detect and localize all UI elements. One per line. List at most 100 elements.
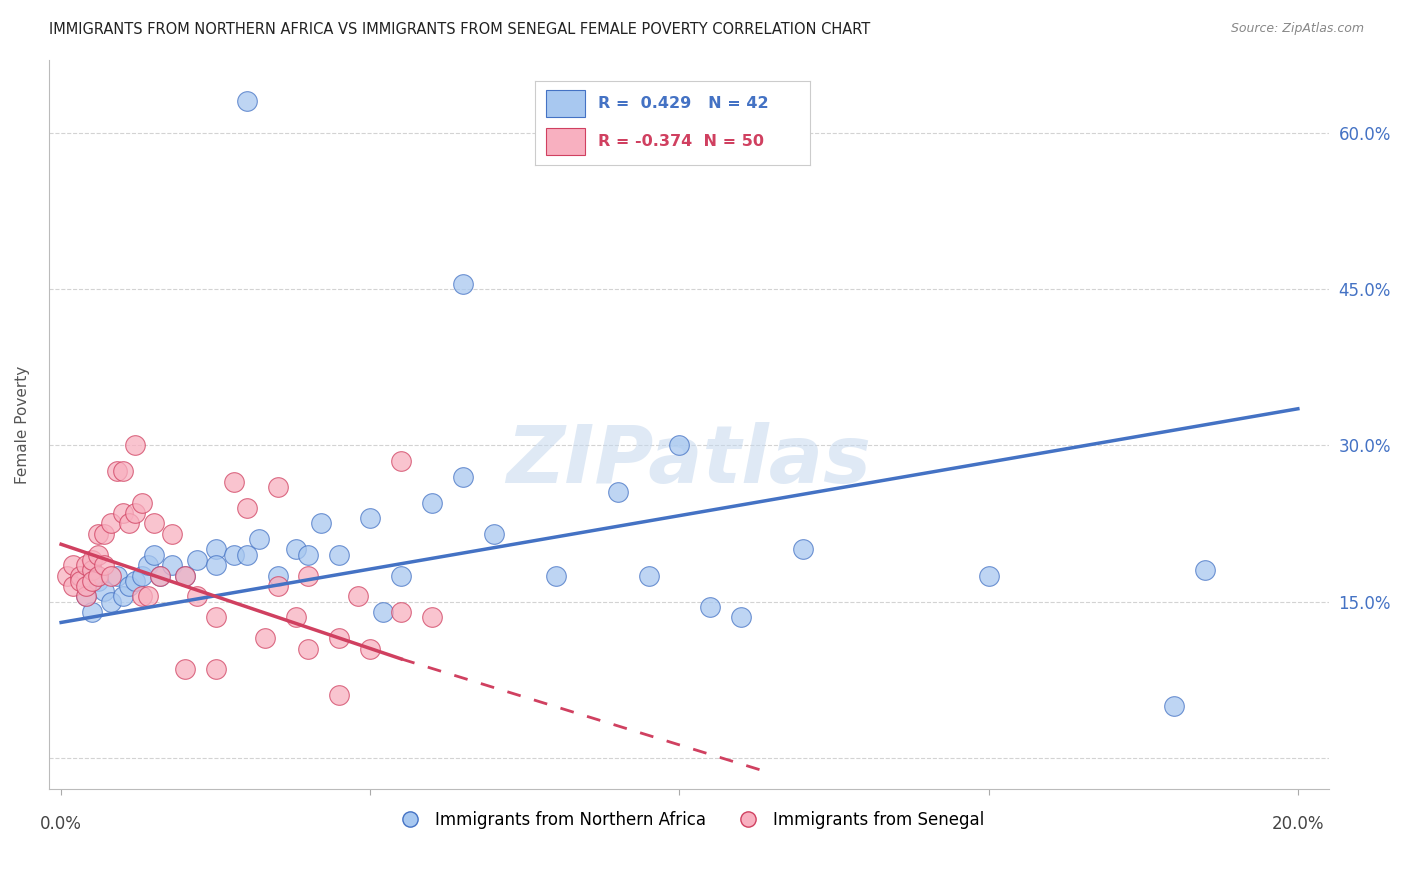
Point — [80, 574, 103, 588]
Point — [328, 631, 350, 645]
Point — [977, 568, 1000, 582]
Point — [204, 610, 226, 624]
Point — [62, 579, 84, 593]
Point — [297, 548, 319, 562]
Point — [637, 568, 659, 582]
Point — [80, 563, 103, 577]
Y-axis label: Female Poverty: Female Poverty — [15, 366, 30, 483]
Point — [142, 516, 165, 531]
Point — [162, 526, 184, 541]
Point — [105, 464, 128, 478]
Point — [420, 495, 443, 509]
Point — [285, 610, 308, 624]
Point — [347, 590, 370, 604]
Point — [297, 568, 319, 582]
Point — [56, 568, 79, 582]
Point — [162, 558, 184, 573]
Point — [80, 605, 103, 619]
Point — [124, 506, 146, 520]
Point — [389, 568, 412, 582]
Point — [124, 438, 146, 452]
Point — [100, 516, 122, 531]
Point — [87, 526, 110, 541]
Point — [75, 590, 97, 604]
Point — [420, 610, 443, 624]
Point — [87, 548, 110, 562]
Text: IMMIGRANTS FROM NORTHERN AFRICA VS IMMIGRANTS FROM SENEGAL FEMALE POVERTY CORREL: IMMIGRANTS FROM NORTHERN AFRICA VS IMMIG… — [49, 22, 870, 37]
Point — [100, 594, 122, 608]
Point — [136, 558, 159, 573]
Point — [186, 553, 208, 567]
Text: Source: ZipAtlas.com: Source: ZipAtlas.com — [1230, 22, 1364, 36]
Point — [87, 568, 110, 582]
Point — [285, 542, 308, 557]
Point — [80, 553, 103, 567]
Point — [75, 579, 97, 593]
Point — [482, 526, 505, 541]
Point — [100, 568, 122, 582]
Point — [451, 469, 474, 483]
Point — [142, 548, 165, 562]
Point — [149, 568, 172, 582]
Point — [1163, 698, 1185, 713]
Point — [606, 485, 628, 500]
Point — [266, 568, 288, 582]
Point — [224, 548, 246, 562]
Point — [111, 506, 134, 520]
Point — [173, 662, 195, 676]
Point — [668, 438, 690, 452]
Point — [309, 516, 332, 531]
Legend: Immigrants from Northern Africa, Immigrants from Senegal: Immigrants from Northern Africa, Immigra… — [387, 805, 991, 836]
Point — [62, 558, 84, 573]
Point — [69, 574, 91, 588]
Point — [254, 631, 277, 645]
Point — [131, 568, 153, 582]
Point — [328, 689, 350, 703]
Point — [149, 568, 172, 582]
Point — [389, 605, 412, 619]
Point — [93, 558, 115, 573]
Point — [131, 590, 153, 604]
Point — [297, 641, 319, 656]
Point — [93, 584, 115, 599]
Point — [173, 568, 195, 582]
Point — [204, 558, 226, 573]
Point — [105, 568, 128, 582]
Text: 20.0%: 20.0% — [1271, 815, 1324, 833]
Point — [266, 579, 288, 593]
Point — [87, 574, 110, 588]
Point — [69, 568, 91, 582]
Point — [247, 532, 270, 546]
Point — [544, 568, 567, 582]
Point — [204, 662, 226, 676]
Point — [359, 511, 381, 525]
Point — [235, 95, 257, 109]
Point — [204, 542, 226, 557]
Point — [730, 610, 752, 624]
Point — [118, 579, 141, 593]
Point — [136, 590, 159, 604]
Point — [111, 590, 134, 604]
Point — [186, 590, 208, 604]
Point — [389, 454, 412, 468]
Point — [451, 277, 474, 291]
Point — [173, 568, 195, 582]
Point — [75, 558, 97, 573]
Point — [80, 568, 103, 582]
Point — [111, 464, 134, 478]
Point — [699, 599, 721, 614]
Point — [118, 516, 141, 531]
Text: ZIPatlas: ZIPatlas — [506, 422, 872, 500]
Point — [131, 495, 153, 509]
Point — [75, 590, 97, 604]
Text: 0.0%: 0.0% — [41, 815, 82, 833]
Point — [328, 548, 350, 562]
Point — [792, 542, 814, 557]
Point — [235, 548, 257, 562]
Point — [93, 526, 115, 541]
Point — [224, 475, 246, 489]
Point — [266, 480, 288, 494]
Point — [124, 574, 146, 588]
Point — [1194, 563, 1216, 577]
Point — [235, 500, 257, 515]
